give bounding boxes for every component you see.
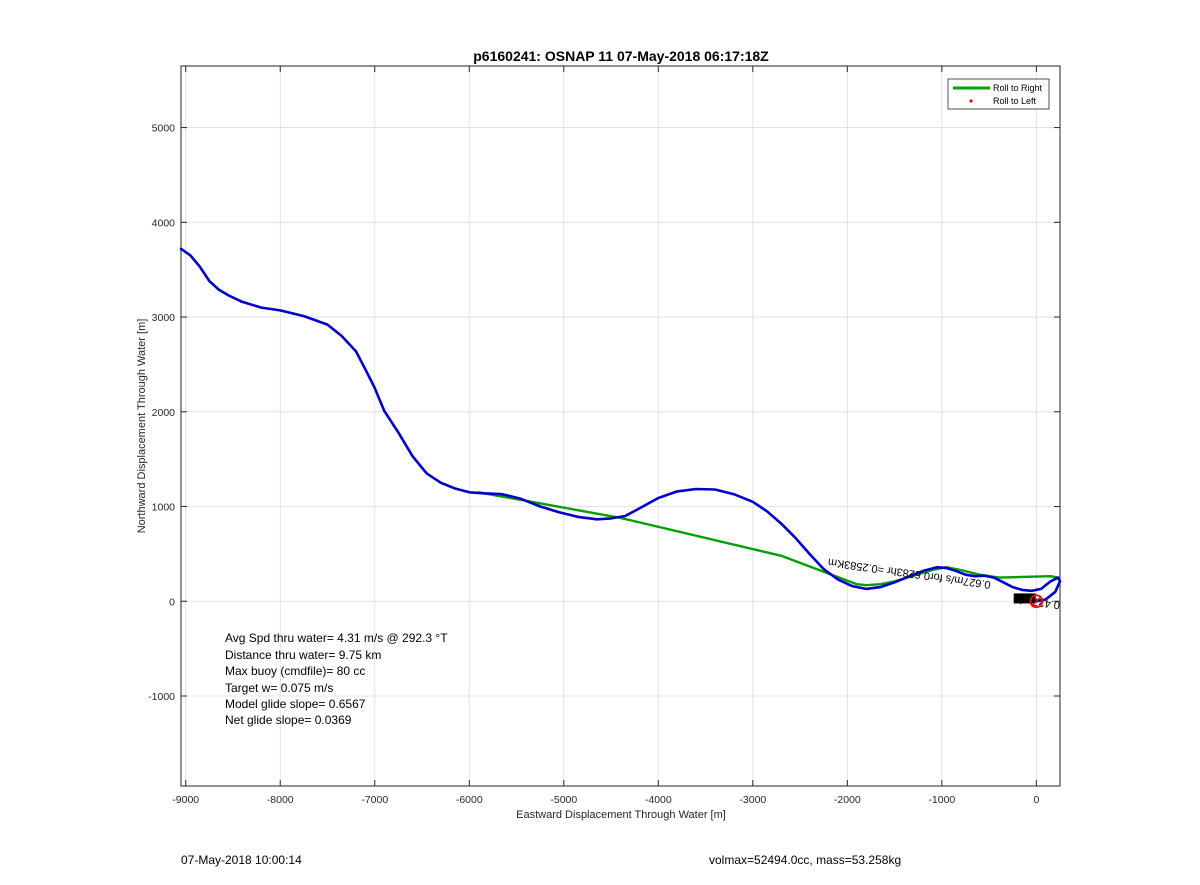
- glider-end-marker: [1029, 594, 1044, 609]
- glider-end-marker-cross: [1031, 596, 1041, 606]
- x-tick-label: -1000: [928, 794, 955, 806]
- x-tick-label: -9000: [172, 794, 199, 806]
- axis-ticks: -9000 -8000 -7000 -6000 -5000 -4000 -3000 -2000…: [148, 66, 1060, 806]
- y-tick-label: 3000: [152, 312, 176, 324]
- grid-lines: [181, 66, 1060, 786]
- x-tick-label: -3000: [739, 794, 766, 806]
- y-tick-label: -1000: [148, 691, 175, 703]
- y-tick-label: 0: [169, 596, 175, 608]
- stats-annotation-block: Avg Spd thru water= 4.31 m/s @ 292.3 °T …: [225, 631, 448, 727]
- annotation-model-glide-slope: Model glide slope= 0.6567: [225, 697, 366, 711]
- annotation-net-glide-slope: Net glide slope= 0.0369: [225, 713, 352, 727]
- annotation-target-w: Target w= 0.075 m/s: [225, 681, 333, 695]
- series-layer: [179, 247, 1062, 603]
- end-marker-layer: [1029, 594, 1044, 609]
- y-axis-label: Northward Displacement Through Water [m]: [136, 319, 148, 534]
- y-tick-label: 2000: [152, 407, 176, 419]
- y-tick-label: 5000: [152, 123, 176, 135]
- footer-vehicle-params: volmax=52494.0cc, mass=53.258kg: [709, 853, 902, 867]
- x-tick-label: 0: [1033, 794, 1039, 806]
- end-label-box: [1013, 593, 1036, 604]
- x-tick-label: -2000: [834, 794, 861, 806]
- x-tick-label: -6000: [456, 794, 483, 806]
- chart-title: p6160241: OSNAP 11 07-May-2018 06:17:18Z: [473, 48, 769, 64]
- annotation-max-buoy: Max buoy (cmdfile)= 80 cc: [225, 664, 365, 678]
- legend-label-roll-left: Roll to Left: [993, 96, 1037, 106]
- y-tick-label: 1000: [152, 502, 176, 514]
- annotation-avg-speed: Avg Spd thru water= 4.31 m/s @ 292.3 °T: [225, 631, 448, 645]
- legend: Roll to Right Roll to Left: [947, 78, 1050, 110]
- annotation-distance: Distance thru water= 9.75 km: [225, 648, 381, 662]
- series-track-line: [179, 247, 1062, 603]
- footer-timestamp: 07-May-2018 10:00:14: [181, 853, 302, 867]
- plot-area-frame: [180, 65, 1061, 787]
- x-tick-label: -8000: [267, 794, 294, 806]
- legend-label-roll-right: Roll to Right: [993, 83, 1043, 93]
- x-tick-label: -4000: [645, 794, 672, 806]
- legend-box: [947, 78, 1050, 110]
- y-tick-label: 4000: [152, 217, 176, 229]
- x-axis-label: Eastward Displacement Through Water [m]: [516, 809, 726, 821]
- x-tick-label: -7000: [361, 794, 388, 806]
- x-tick-label: -5000: [550, 794, 577, 806]
- legend-swatch-roll-left: [969, 99, 973, 103]
